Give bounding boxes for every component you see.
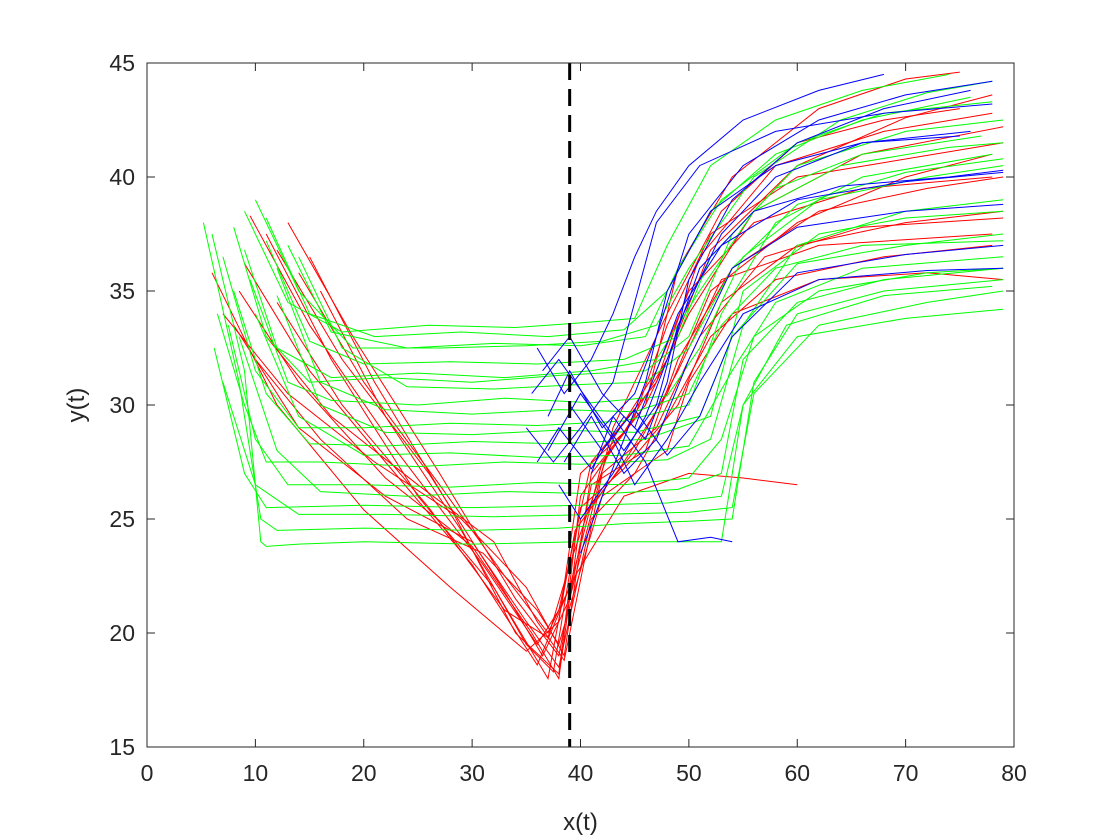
series-line-10 bbox=[319, 210, 1004, 673]
y-tick-label: 40 bbox=[109, 164, 135, 190]
x-tick-label: 60 bbox=[784, 760, 810, 786]
series-line-14 bbox=[276, 108, 960, 657]
x-tick-label: 30 bbox=[459, 760, 485, 786]
series-line-4 bbox=[287, 176, 1004, 657]
y-tick-label: 30 bbox=[109, 392, 135, 418]
x-tick-label: 0 bbox=[141, 760, 154, 786]
y-tick-label: 15 bbox=[109, 734, 135, 760]
series-line-8 bbox=[276, 176, 993, 639]
series-line-37 bbox=[536, 89, 971, 470]
series-line-15 bbox=[238, 233, 993, 681]
series-line-32 bbox=[244, 142, 1004, 379]
series-line-23 bbox=[249, 165, 1004, 406]
series-line-42 bbox=[580, 135, 960, 554]
series-line-13 bbox=[265, 217, 1004, 662]
series-line-19 bbox=[222, 153, 993, 429]
series-line-46 bbox=[590, 415, 733, 543]
series-line-31 bbox=[222, 290, 1004, 518]
series-line-48 bbox=[569, 244, 1004, 457]
series-line-29 bbox=[287, 101, 993, 349]
series-line-20 bbox=[233, 119, 1004, 383]
y-axis-label: y(t) bbox=[63, 388, 90, 423]
series-line-28 bbox=[213, 308, 1004, 509]
x-axis-label: x(t) bbox=[563, 809, 598, 836]
series-line-11 bbox=[249, 112, 993, 646]
series-lines bbox=[202, 71, 1004, 681]
series-line-24 bbox=[227, 267, 1004, 488]
axis-ticks: 0 10 20 30 40 50 60 70 80 15 20 25 30 35 40 45 bbox=[109, 50, 1026, 786]
series-line-39 bbox=[542, 171, 1004, 429]
series-line-33 bbox=[265, 96, 971, 338]
series-line-22 bbox=[254, 80, 993, 349]
y-tick-label: 25 bbox=[109, 506, 135, 532]
y-tick-label: 45 bbox=[109, 50, 135, 76]
x-tick-label: 70 bbox=[893, 760, 919, 786]
series-line-36 bbox=[276, 233, 1004, 436]
x-tick-label: 10 bbox=[243, 760, 269, 786]
series-line-41 bbox=[531, 130, 971, 452]
x-tick-label: 20 bbox=[351, 760, 377, 786]
x-tick-label: 40 bbox=[568, 760, 594, 786]
x-tick-label: 80 bbox=[1001, 760, 1027, 786]
series-line-12 bbox=[298, 272, 798, 634]
series-line-43 bbox=[547, 267, 1004, 486]
series-line-18 bbox=[216, 199, 1004, 468]
x-tick-label: 50 bbox=[676, 760, 702, 786]
series-line-45 bbox=[563, 203, 1004, 475]
series-line-44 bbox=[536, 73, 885, 395]
series-line-47 bbox=[525, 103, 993, 463]
series-line-25 bbox=[233, 210, 1004, 447]
series-line-38 bbox=[547, 80, 993, 429]
y-tick-label: 20 bbox=[109, 620, 135, 646]
y-tick-label: 35 bbox=[109, 278, 135, 304]
series-line-35 bbox=[298, 158, 1004, 390]
series-line-5 bbox=[233, 244, 993, 669]
series-line-34 bbox=[238, 267, 1004, 497]
series-line-26 bbox=[265, 135, 982, 365]
series-line-17 bbox=[211, 233, 993, 547]
